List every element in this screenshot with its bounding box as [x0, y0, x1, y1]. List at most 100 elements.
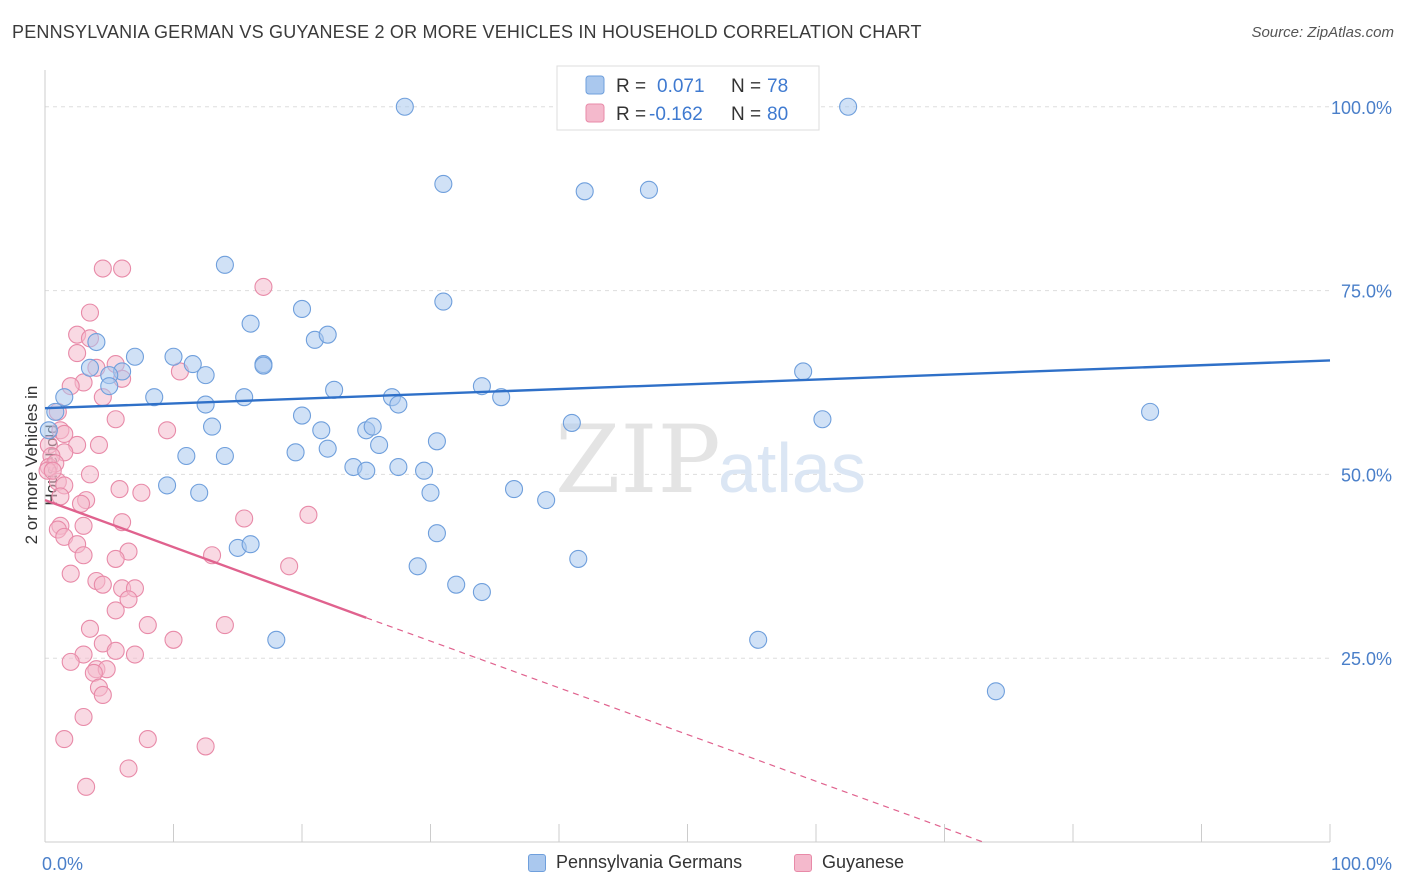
- guyanese-points: [38, 259, 318, 796]
- guyanese-trend-line: [44, 498, 367, 619]
- guyanese-point-32: [235, 509, 254, 528]
- guyanese-point-47: [93, 575, 112, 594]
- guyanese-point-45: [280, 557, 299, 576]
- pennsylvania-germans-point-3: [839, 97, 858, 116]
- guyanese-point-33: [299, 505, 318, 524]
- pennsylvania-germans-point-0: [395, 97, 414, 116]
- legend-n-value-1: 78: [767, 76, 788, 97]
- guyanese-point-40: [74, 546, 93, 565]
- pennsylvania-germans-point-31: [472, 377, 491, 396]
- pennsylvania-germans-point-60: [569, 549, 588, 568]
- y-tick-label-0: 25.0%: [1341, 649, 1392, 669]
- pennsylvania-germans-point-33: [389, 395, 408, 414]
- guyanese-point-69: [196, 737, 215, 756]
- guyanese-point-1: [113, 259, 132, 278]
- legend-r-value-1: 0.071: [657, 76, 705, 97]
- pennsylvania-germans-point-42: [427, 432, 446, 451]
- guyanese-point-43: [106, 549, 125, 568]
- guyanese-point-35: [74, 516, 93, 535]
- pennsylvania-germans-point-51: [158, 476, 177, 495]
- guyanese-point-53: [215, 616, 234, 635]
- legend-swatch-blue: [585, 75, 605, 95]
- pennsylvania-germans-point-66: [434, 174, 453, 194]
- guyanese-point-52: [138, 616, 157, 635]
- pennsylvania-germans-point-49: [357, 461, 376, 480]
- legend-swatch-guyanese: [794, 853, 812, 872]
- watermark-zip: ZIP: [555, 406, 721, 515]
- pennsylvania-germans-point-45: [215, 446, 234, 466]
- pennsylvania-germans-point-36: [312, 421, 331, 440]
- guyanese-point-6: [68, 344, 87, 363]
- pennsylvania-germans-point-39: [562, 413, 581, 432]
- legend-r-label-2: R =: [616, 104, 646, 125]
- legend-r-label-1: R =: [616, 76, 646, 97]
- pennsylvania-germans-point-14: [125, 347, 144, 366]
- pennsylvania-germans-point-67: [415, 461, 434, 480]
- pennsylvania-germans-point-38: [363, 417, 382, 436]
- pennsylvania-germans-point-35: [203, 417, 222, 436]
- guyanese-point-71: [77, 777, 96, 796]
- pennsylvania-germans-point-29: [325, 380, 344, 399]
- pennsylvania-germans-point-6: [215, 255, 234, 274]
- pennsylvania-germans-point-27: [235, 388, 254, 407]
- trend-lines: [44, 359, 1331, 843]
- legend-n-value-2: 80: [767, 104, 788, 125]
- pennsylvania-germans-point-22: [55, 388, 74, 407]
- pennsylvania-germans-point-55: [537, 491, 556, 510]
- legend-top: R = 0.071 N = 78 R = -0.162 N = 80: [556, 65, 820, 131]
- pennsylvania-germans-point-63: [267, 630, 286, 649]
- pennsylvania-germans-point-8: [241, 314, 260, 333]
- legend-label-pennsylvania-germans: Pennsylvania Germans: [556, 852, 743, 872]
- guyanese-point-60: [61, 652, 80, 671]
- legend-item-pennsylvania-germans: Pennsylvania Germans: [528, 852, 742, 873]
- pennsylvania-germans-point-40: [813, 410, 832, 429]
- pennsylvania-germans-point-28: [196, 395, 215, 414]
- guyanese-point-68: [138, 730, 157, 749]
- pennsylvania-germans-point-62: [472, 582, 491, 602]
- pennsylvania-germans-point-54: [504, 480, 524, 499]
- pennsylvania-germans-point-32: [492, 388, 511, 407]
- guyanese-point-54: [80, 619, 100, 638]
- pennsylvania-germans-point-68: [794, 362, 813, 381]
- pennsylvania-germans-point-24: [39, 421, 58, 440]
- y-tick-label-1: 50.0%: [1341, 465, 1392, 485]
- guyanese-point-3: [80, 303, 100, 322]
- watermark: ZIP atlas: [555, 406, 866, 515]
- guyanese-point-19: [89, 435, 109, 455]
- pennsylvania-germans-point-44: [370, 435, 389, 455]
- pennsylvania-germans-point-11: [318, 325, 337, 344]
- pennsylvania-germans-point-52: [190, 483, 209, 502]
- guyanese-point-57: [106, 641, 125, 660]
- pennsylvania-germans-point-53: [421, 483, 440, 502]
- guyanese-point-25: [80, 465, 100, 484]
- pennsylvania-germans-point-56: [427, 524, 446, 543]
- chart-title: PENNSYLVANIA GERMAN VS GUYANESE 2 OR MOR…: [12, 22, 922, 42]
- legend-r-value-2: -0.162: [649, 104, 703, 125]
- pennsylvania-germans-point-46: [286, 443, 305, 462]
- guyanese-point-2: [254, 277, 273, 296]
- pennsylvania-germans-point-9: [292, 299, 312, 319]
- pennsylvania-germans-point-65: [986, 682, 1005, 701]
- legend-n-label-1: N =: [731, 76, 761, 97]
- guyanese-point-28: [110, 480, 129, 499]
- guyanese-point-50: [119, 590, 138, 609]
- legend-label-guyanese: Guyanese: [822, 852, 905, 872]
- pennsylvania-germans-point-18: [183, 355, 202, 374]
- pennsylvania-germans-point-47: [177, 446, 196, 466]
- guyanese-point-51: [106, 601, 125, 620]
- guyanese-point-70: [119, 759, 138, 778]
- guyanese-point-65: [93, 685, 112, 705]
- guyanese-point-59: [125, 645, 144, 664]
- pennsylvania-germans-point-5: [639, 180, 659, 199]
- guyanese-point-0: [93, 259, 112, 278]
- pennsylvania-germans-point-58: [241, 535, 260, 554]
- guyanese-point-73: [158, 421, 177, 440]
- watermark-atlas: atlas: [718, 429, 866, 507]
- guyanese-point-44: [61, 564, 80, 583]
- pennsylvania-germans-point-43: [318, 439, 337, 458]
- guyanese-point-55: [164, 630, 183, 649]
- x-tick-label-1: 100.0%: [1331, 854, 1392, 874]
- y-tick-label-2: 75.0%: [1341, 282, 1392, 302]
- source-label: Source: ZipAtlas.com: [1251, 24, 1394, 41]
